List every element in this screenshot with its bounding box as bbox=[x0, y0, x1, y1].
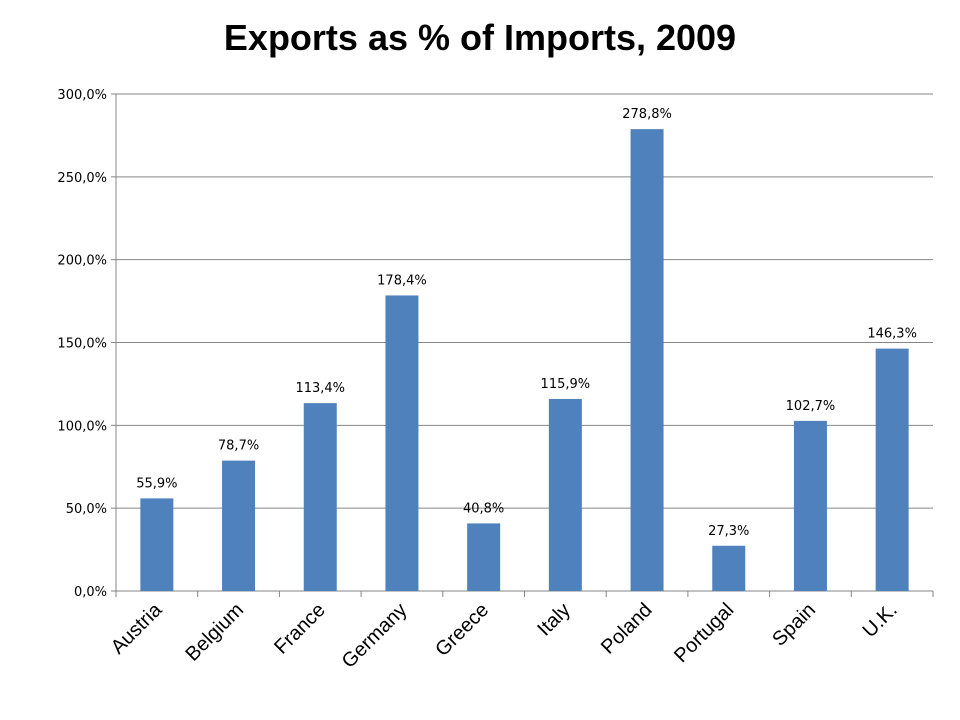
x-category-label: Germany bbox=[338, 599, 412, 673]
data-label: 113,4% bbox=[295, 381, 345, 396]
bar-greece bbox=[467, 523, 501, 591]
y-tick-label: 300,0% bbox=[57, 88, 107, 103]
bars bbox=[140, 129, 909, 591]
data-label: 40,8% bbox=[463, 501, 504, 516]
bar-germany bbox=[385, 295, 419, 591]
bar-spain bbox=[793, 420, 827, 591]
data-label: 55,9% bbox=[136, 476, 177, 491]
x-category-label: Belgium bbox=[181, 599, 248, 666]
y-tick-label: 0,0% bbox=[74, 585, 107, 600]
bar-u-k bbox=[875, 348, 909, 591]
bar-belgium bbox=[222, 460, 256, 591]
y-tick-label: 50,0% bbox=[66, 502, 107, 517]
bar-portugal bbox=[712, 545, 746, 591]
y-tick-label: 250,0% bbox=[57, 171, 107, 186]
data-label: 102,7% bbox=[786, 399, 836, 414]
x-category-label: Portugal bbox=[670, 599, 738, 667]
data-label: 146,3% bbox=[867, 327, 917, 342]
bar-france bbox=[303, 403, 337, 591]
data-label: 115,9% bbox=[541, 377, 591, 392]
data-label: 278,8% bbox=[622, 107, 672, 122]
x-category-label: Greece bbox=[431, 599, 493, 661]
data-label: 178,4% bbox=[377, 273, 427, 288]
x-category-label: Austria bbox=[107, 598, 167, 658]
bar-poland bbox=[630, 129, 664, 591]
x-category-label: France bbox=[270, 599, 330, 659]
x-category-label: Poland bbox=[597, 599, 657, 659]
x-axis-category-labels: Austria Belgium France Germany Greece Italy Po… bbox=[107, 598, 902, 672]
x-category-label: Italy bbox=[533, 599, 574, 640]
data-label: 27,3% bbox=[708, 524, 749, 539]
x-category-label: U.K. bbox=[859, 599, 902, 642]
data-label: 78,7% bbox=[218, 439, 259, 454]
y-tick-label: 200,0% bbox=[57, 254, 107, 269]
bar-austria bbox=[140, 498, 174, 591]
data-labels: 55,9% 78,7% 113,4% 178,4% 40,8% 115,9% 278,8% 2… bbox=[136, 107, 917, 539]
y-tick-label: 150,0% bbox=[57, 337, 107, 352]
y-axis-tick-labels: 0,0% 50,0% 100,0% 150,0% 200,0% 250,0% 300,0% bbox=[57, 88, 107, 600]
x-category-label: Spain bbox=[768, 599, 820, 651]
y-tick-label: 100,0% bbox=[57, 419, 107, 434]
chart-title: Exports as % of Imports, 2009 bbox=[223, 17, 737, 58]
bar-italy bbox=[548, 398, 582, 591]
